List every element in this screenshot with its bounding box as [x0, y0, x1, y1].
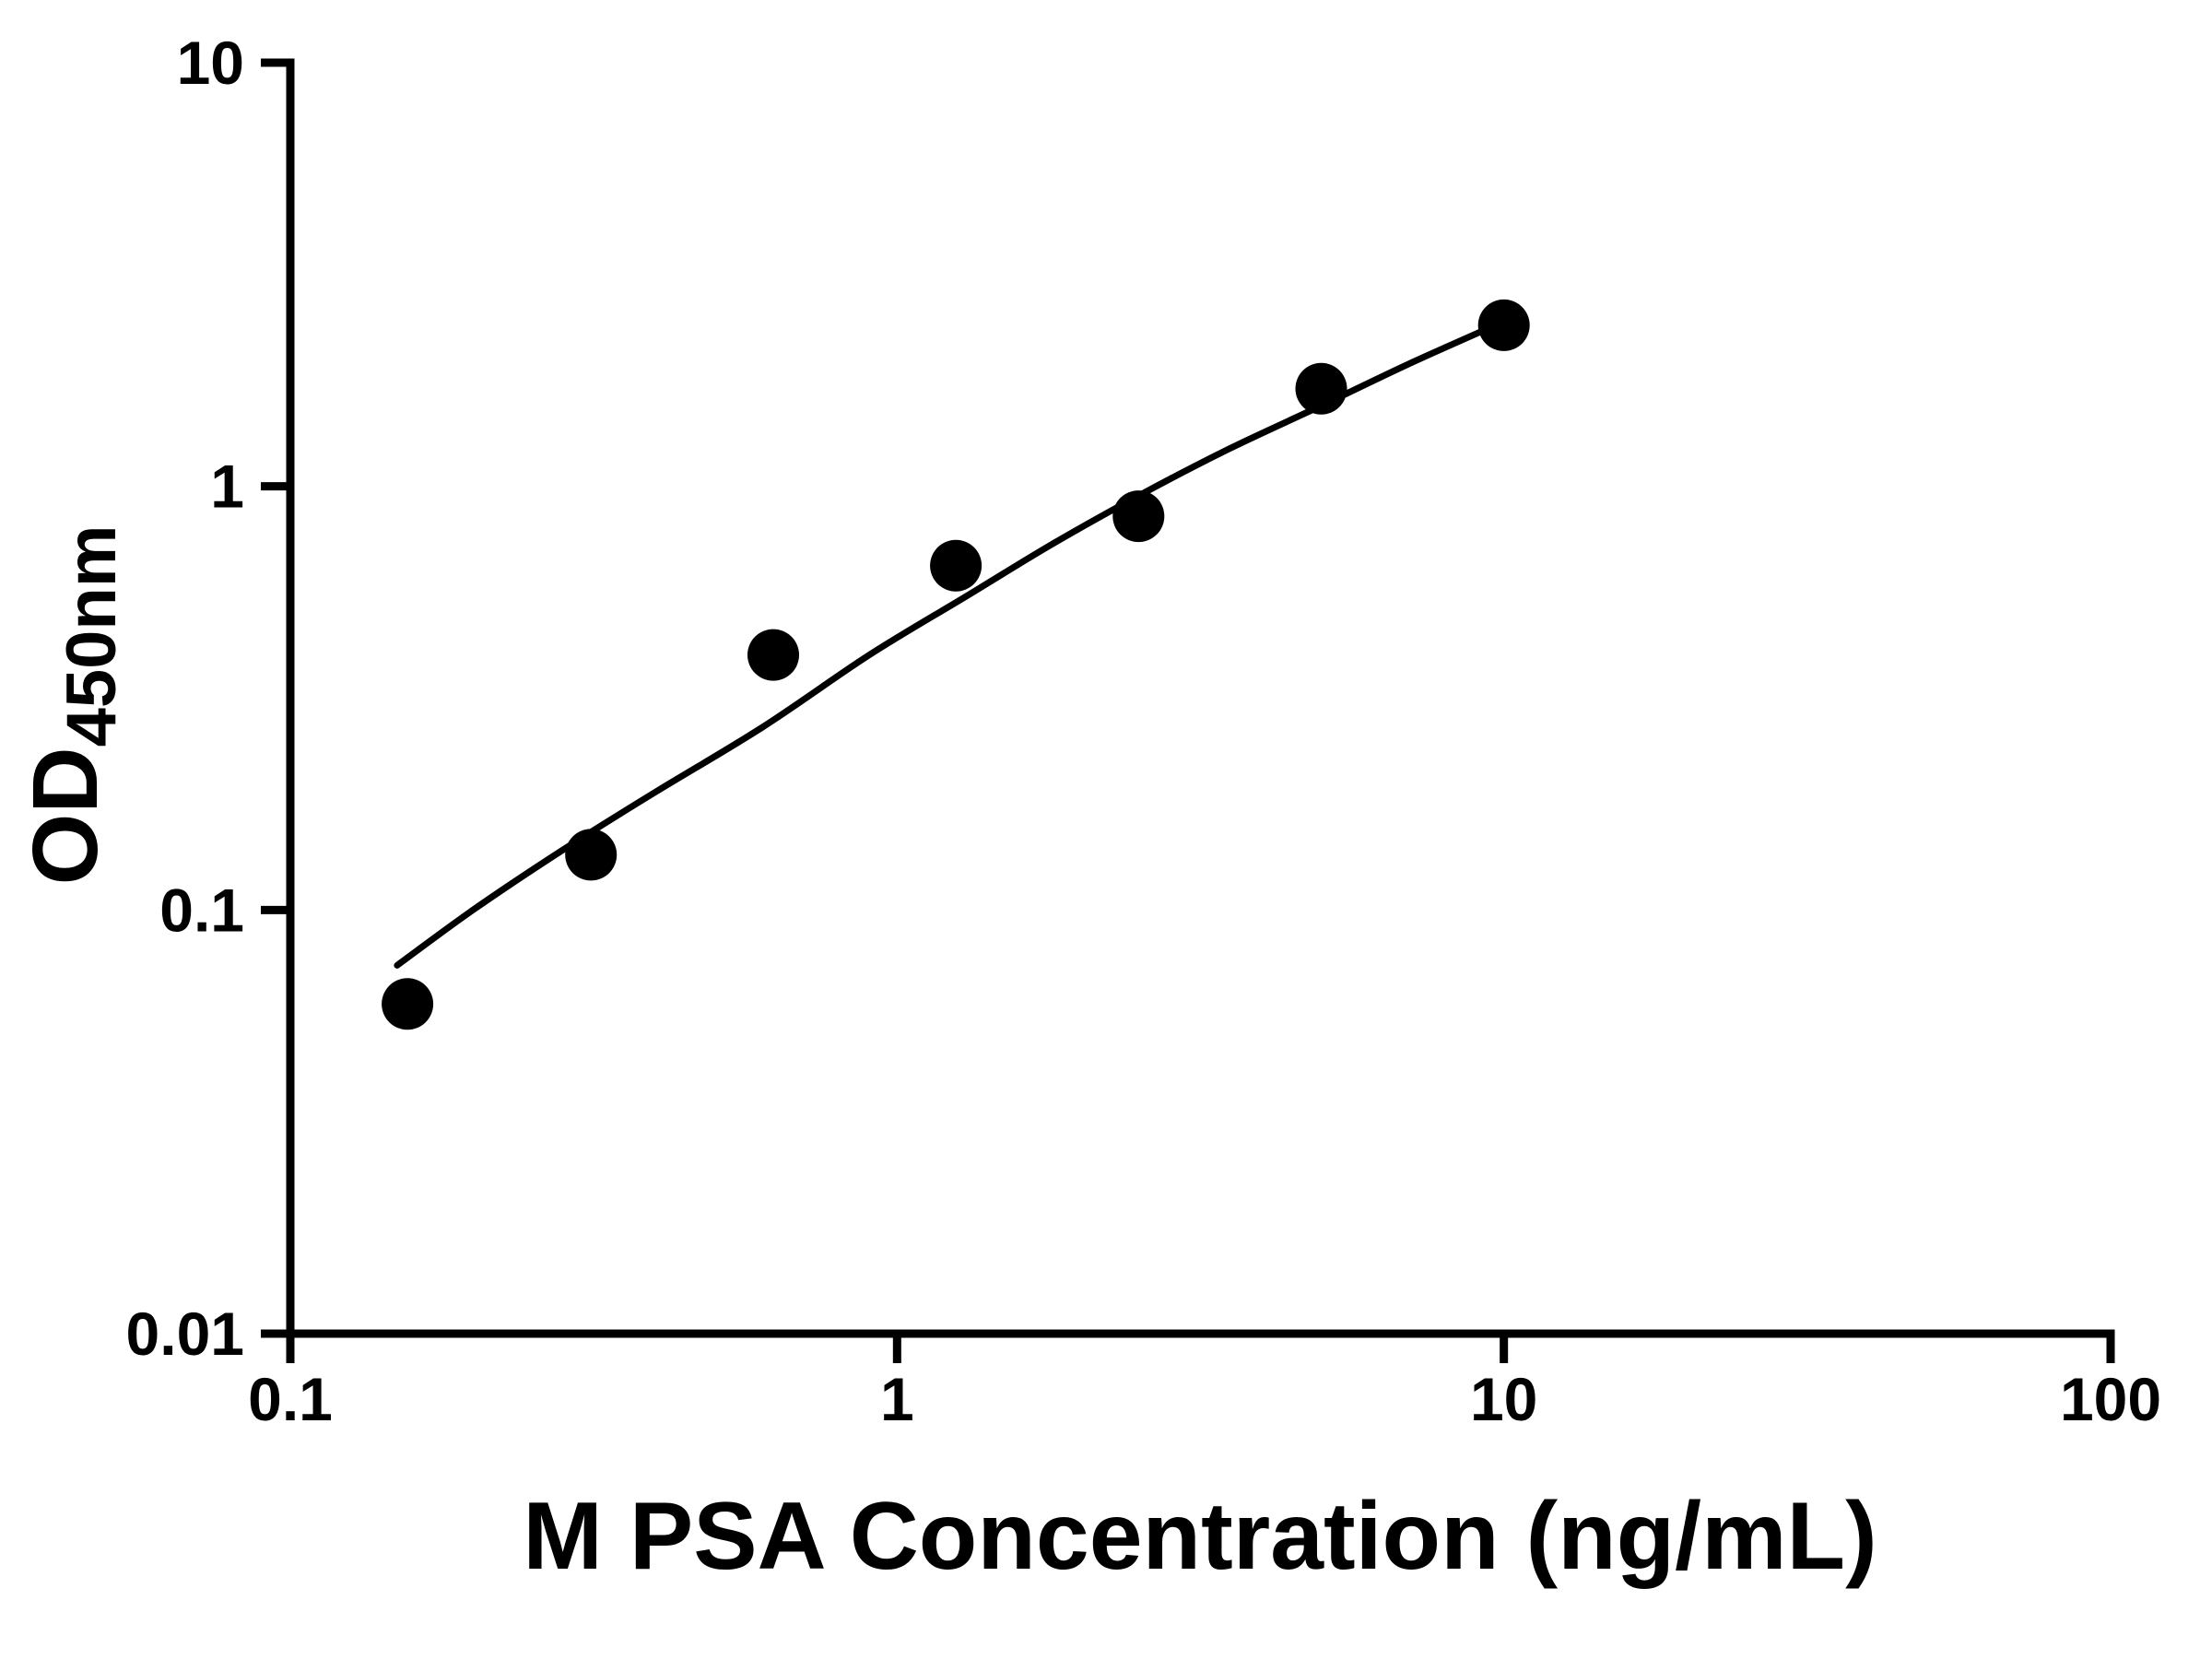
y-axis-tick-label: 0.1 — [159, 876, 244, 944]
x-axis-tick-label: 1 — [880, 1365, 914, 1433]
x-axis-tick-label: 10 — [1470, 1365, 1537, 1433]
y-axis-tick-label: 10 — [177, 29, 244, 97]
data-point — [747, 629, 799, 681]
axis-spines — [286, 58, 2115, 1338]
plot-layer — [382, 299, 1530, 1030]
data-point — [1112, 490, 1165, 543]
y-axis-title: OD450nm — [14, 525, 131, 886]
y-axis-title-main: OD — [14, 747, 117, 885]
data-point — [1477, 299, 1530, 351]
y-axis-tick-label: 1 — [210, 453, 244, 521]
x-axis-title: M PSA Concentration (ng/mL) — [523, 1483, 1877, 1590]
fit-curve — [394, 318, 1508, 969]
x-axis-tick-label: 100 — [2060, 1365, 2161, 1433]
data-point — [930, 539, 982, 592]
x-axis-tick-label: 0.1 — [248, 1365, 333, 1433]
y-axis-title-sub: 450nm — [53, 525, 131, 747]
data-point — [1295, 362, 1347, 415]
data-point — [565, 829, 618, 881]
y-axis-tick-label: 0.01 — [126, 1300, 244, 1368]
data-point — [382, 978, 434, 1030]
